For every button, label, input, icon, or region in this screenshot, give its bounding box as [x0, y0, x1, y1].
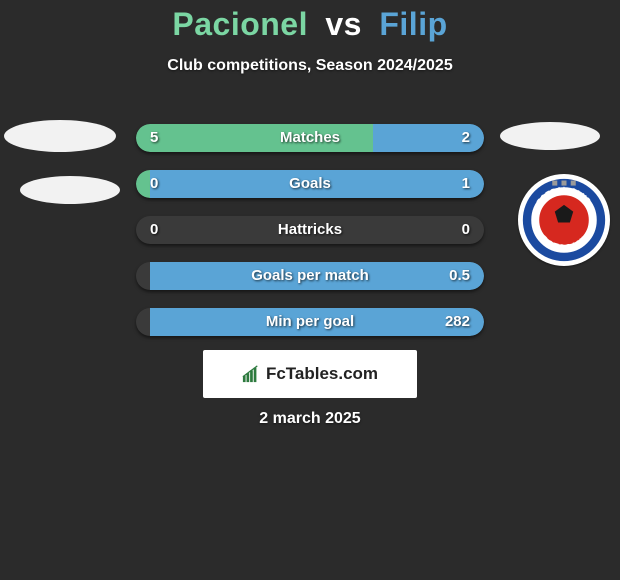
player2-club-badge: FOTBAL CLUB BOTOSANI — [518, 174, 610, 266]
stat-row: 00Hattricks — [136, 216, 484, 244]
date: 2 march 2025 — [0, 410, 620, 428]
branding: FcTables.com — [203, 350, 417, 398]
stat-label: Min per goal — [136, 308, 484, 336]
stat-label: Matches — [136, 124, 484, 152]
stat-row: 0.5Goals per match — [136, 262, 484, 290]
title: Pacionel vs Filip — [0, 0, 620, 43]
stat-label: Goals per match — [136, 262, 484, 290]
vs-text: vs — [325, 6, 362, 42]
player1-name: Pacionel — [172, 6, 308, 42]
subtitle: Club competitions, Season 2024/2025 — [0, 57, 620, 75]
player1-avatar-placeholder — [4, 120, 116, 152]
player2-name: Filip — [379, 6, 447, 42]
player2-avatar-placeholder — [500, 122, 600, 150]
stat-row: 01Goals — [136, 170, 484, 198]
stat-row: 282Min per goal — [136, 308, 484, 336]
stat-row: 52Matches — [136, 124, 484, 152]
player1-club-placeholder — [20, 176, 120, 204]
stat-rows: 52Matches 01Goals 00Hattricks 0.5Goals per … — [136, 124, 484, 354]
stat-label: Hattricks — [136, 216, 484, 244]
branding-text: FcTables.com — [266, 364, 378, 384]
bar-chart-icon — [242, 365, 260, 383]
stat-label: Goals — [136, 170, 484, 198]
comparison-card: Pacionel vs Filip Club competitions, Sea… — [0, 0, 620, 580]
club-badge-icon: FOTBAL CLUB BOTOSANI — [522, 178, 606, 262]
